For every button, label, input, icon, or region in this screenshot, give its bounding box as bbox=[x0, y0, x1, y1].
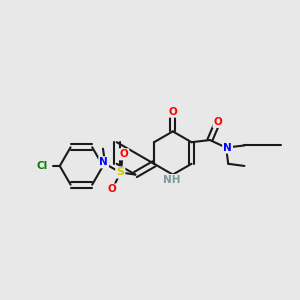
Text: S: S bbox=[116, 167, 124, 177]
Text: O: O bbox=[168, 106, 177, 117]
Text: NH: NH bbox=[163, 175, 180, 185]
Text: N: N bbox=[223, 142, 232, 153]
Text: O: O bbox=[214, 117, 222, 127]
Text: N: N bbox=[99, 157, 108, 167]
Text: O: O bbox=[108, 184, 117, 194]
Text: O: O bbox=[120, 149, 128, 159]
Text: Cl: Cl bbox=[36, 161, 48, 171]
